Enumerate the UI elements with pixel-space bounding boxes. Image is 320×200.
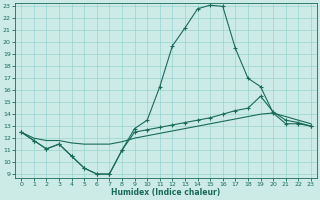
X-axis label: Humidex (Indice chaleur): Humidex (Indice chaleur) [111, 188, 221, 197]
